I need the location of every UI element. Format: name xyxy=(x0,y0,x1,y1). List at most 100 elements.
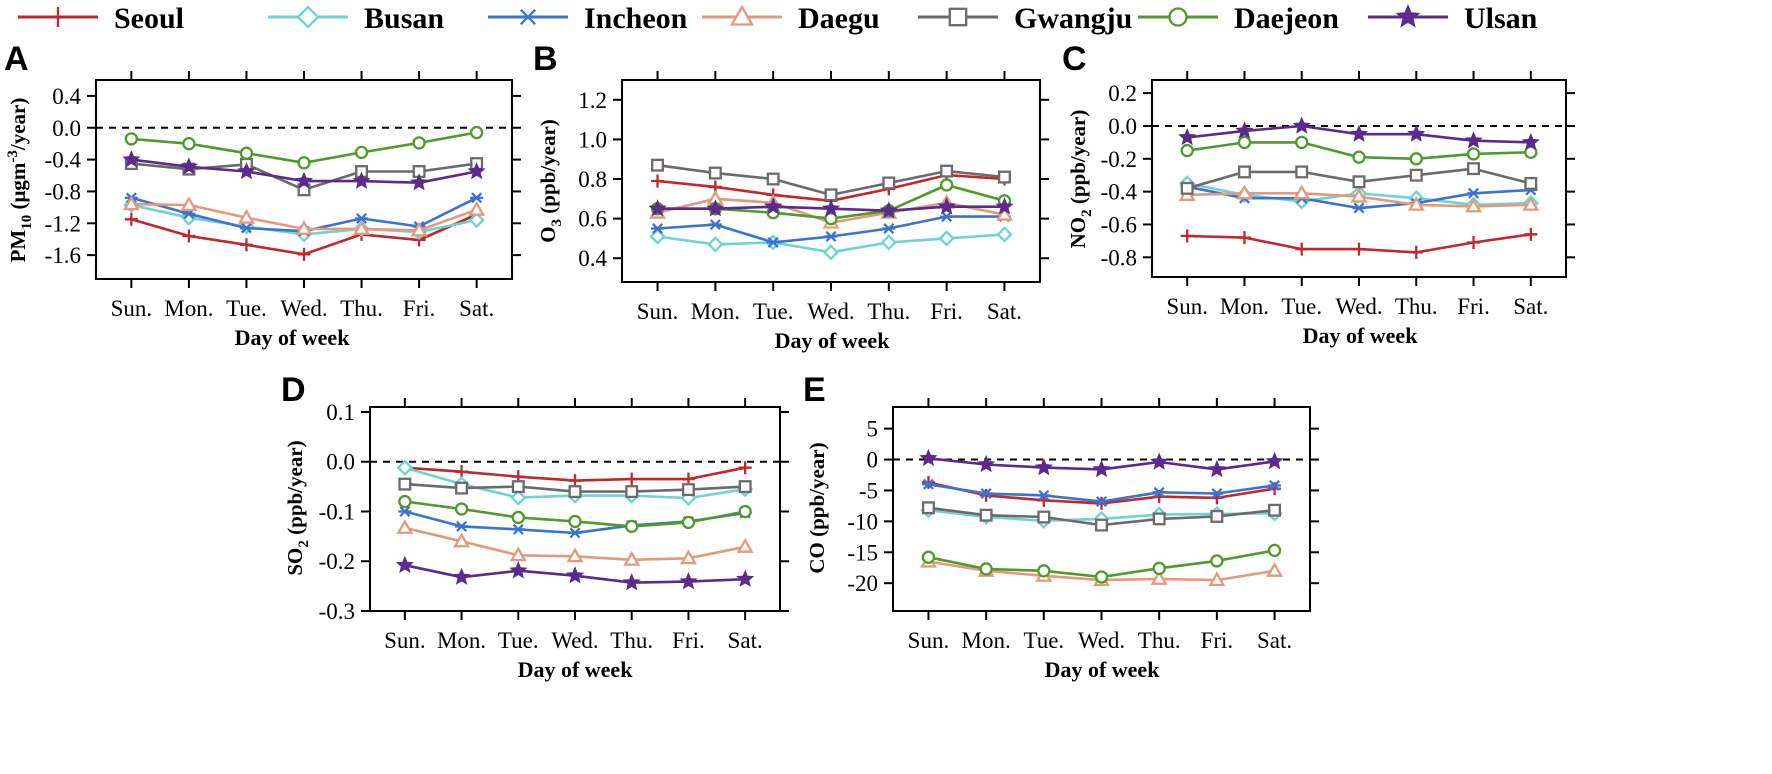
marker-asterisk-shape xyxy=(455,520,469,532)
y-axis: -0.8 -0.6 -0.4 -0.2 0.0 0.2 xyxy=(1101,81,1575,270)
data-point-gwangju xyxy=(1037,510,1051,524)
data-point-incheon xyxy=(708,219,722,231)
chart-panels: A Sun. Mon. Tue. Wed. Thu. Fri. Sat. Day of week… xyxy=(4,40,1575,682)
marker-star-shape xyxy=(1349,124,1369,142)
y-axis-title: SO2 (ppb/year) xyxy=(283,440,312,575)
legend-marker-busan xyxy=(296,5,320,29)
marker-star-shape xyxy=(352,171,371,189)
x-tick-label: Tue. xyxy=(1281,294,1322,319)
data-point-daejeon xyxy=(182,137,196,151)
marker-star-shape xyxy=(1292,116,1311,134)
marker-triangle-shape xyxy=(295,220,313,235)
data-point-daejeon xyxy=(1267,543,1282,558)
y-tick-label: -0.2 xyxy=(1101,147,1137,172)
data-point-gwangju xyxy=(708,166,722,180)
y-axis: -0.3 -0.2 -0.1 0.0 0.1 xyxy=(319,400,789,624)
marker-asterisk-shape xyxy=(239,222,253,234)
marker-asterisk-shape xyxy=(651,223,665,235)
marker-square-shape xyxy=(455,481,469,495)
data-point-seoul xyxy=(568,474,582,488)
x-tick-label: Thu. xyxy=(610,628,653,653)
marker-asterisk-shape xyxy=(940,211,954,223)
data-point-gwangju xyxy=(681,483,695,497)
marker-square-shape xyxy=(625,485,639,499)
y-tick-label: 0.8 xyxy=(578,167,607,192)
data-point-busan xyxy=(468,211,485,229)
marker-plus-shape xyxy=(1095,496,1108,510)
marker-star-shape xyxy=(509,561,528,579)
legend-marker-daejeon xyxy=(1168,7,1188,27)
series-busan xyxy=(649,226,1013,261)
marker-circle-shape xyxy=(412,136,426,150)
marker-star-shape xyxy=(1092,459,1111,478)
panel-letter: E xyxy=(803,371,826,409)
marker-square-shape xyxy=(1095,518,1108,532)
data-point-daegu xyxy=(679,549,697,565)
data-point-gwangju xyxy=(979,508,993,522)
y-tick-label: -0.2 xyxy=(319,549,355,574)
marker-circle-shape xyxy=(239,146,254,160)
marker-triangle-shape xyxy=(410,221,428,237)
marker-square-shape xyxy=(681,483,695,497)
marker-diamond-shape xyxy=(296,5,320,29)
x-tick-label: Thu. xyxy=(340,296,383,321)
marker-star-shape xyxy=(179,157,198,175)
marker-circle-shape xyxy=(1466,147,1481,161)
legend-marker-gwangju xyxy=(948,7,968,27)
y-axis-title-part: 2 xyxy=(296,540,312,548)
data-point-daegu xyxy=(1350,187,1368,203)
data-point-gwangju xyxy=(738,480,752,494)
marker-triangle-shape xyxy=(509,546,527,562)
marker-star-shape xyxy=(1464,131,1483,149)
data-point-daejeon xyxy=(921,550,936,564)
x-tick-label: Fri. xyxy=(672,628,705,653)
data-point-ulsan xyxy=(1150,452,1169,470)
series-daejeon xyxy=(398,494,752,534)
marker-asterisk-shape xyxy=(518,8,538,26)
x-axis: Sun. Mon. Tue. Wed. Thu. Fri. Sat. xyxy=(1166,71,1548,319)
data-point-seoul xyxy=(124,212,138,226)
marker-square-shape xyxy=(997,170,1011,184)
marker-star-shape xyxy=(1150,452,1169,470)
legend-label: Gwangju xyxy=(1014,2,1132,35)
marker-plus-shape xyxy=(297,247,311,261)
y-tick-label: 0.0 xyxy=(1108,114,1137,139)
data-point-daegu xyxy=(623,550,641,566)
y-axis-title-part: 10 xyxy=(19,215,35,230)
marker-circle-shape xyxy=(182,137,196,151)
data-point-ulsan xyxy=(1207,459,1226,478)
data-point-daejeon xyxy=(412,136,426,150)
marker-star-shape xyxy=(1207,459,1226,478)
data-point-incheon xyxy=(979,488,993,500)
data-point-daejeon xyxy=(939,178,954,192)
marker-square-shape xyxy=(511,480,525,494)
panel-b: B Sun. Mon. Tue. Wed. Thu. Fri. Sat. Day of week… xyxy=(533,40,1049,353)
data-point-seoul xyxy=(921,475,935,489)
x-tick-label: Wed. xyxy=(280,296,327,321)
data-point-daejeon xyxy=(1466,147,1481,161)
marker-diamond-shape xyxy=(880,234,897,251)
marker-plus-shape xyxy=(48,7,68,27)
data-point-gwangju xyxy=(568,485,582,499)
marker-square-shape xyxy=(568,485,582,499)
y-tick-label: -0.4 xyxy=(1101,180,1138,205)
data-point-incheon xyxy=(355,213,369,224)
data-point-daejeon xyxy=(681,515,696,530)
y-tick-label: 0.0 xyxy=(326,450,355,475)
marker-square-shape xyxy=(1295,165,1309,179)
data-point-incheon xyxy=(470,192,484,204)
series-gwangju xyxy=(1180,162,1538,195)
series-seoul xyxy=(1180,227,1538,259)
data-point-daegu xyxy=(396,519,414,534)
data-point-ulsan xyxy=(1092,459,1111,478)
series-ulsan xyxy=(395,555,755,591)
marker-diamond-shape xyxy=(996,226,1013,243)
x-tick-label: Sat. xyxy=(459,296,494,321)
marker-circle-shape xyxy=(1094,570,1109,584)
marker-asterisk-shape xyxy=(1037,489,1051,501)
marker-plus-shape xyxy=(239,238,253,252)
data-point-daegu xyxy=(453,532,471,548)
y-axis-title-part: CO (ppb/year) xyxy=(805,442,829,573)
marker-square-shape xyxy=(1268,503,1282,517)
y-axis-title-part: (ppb/year) xyxy=(1066,110,1090,210)
